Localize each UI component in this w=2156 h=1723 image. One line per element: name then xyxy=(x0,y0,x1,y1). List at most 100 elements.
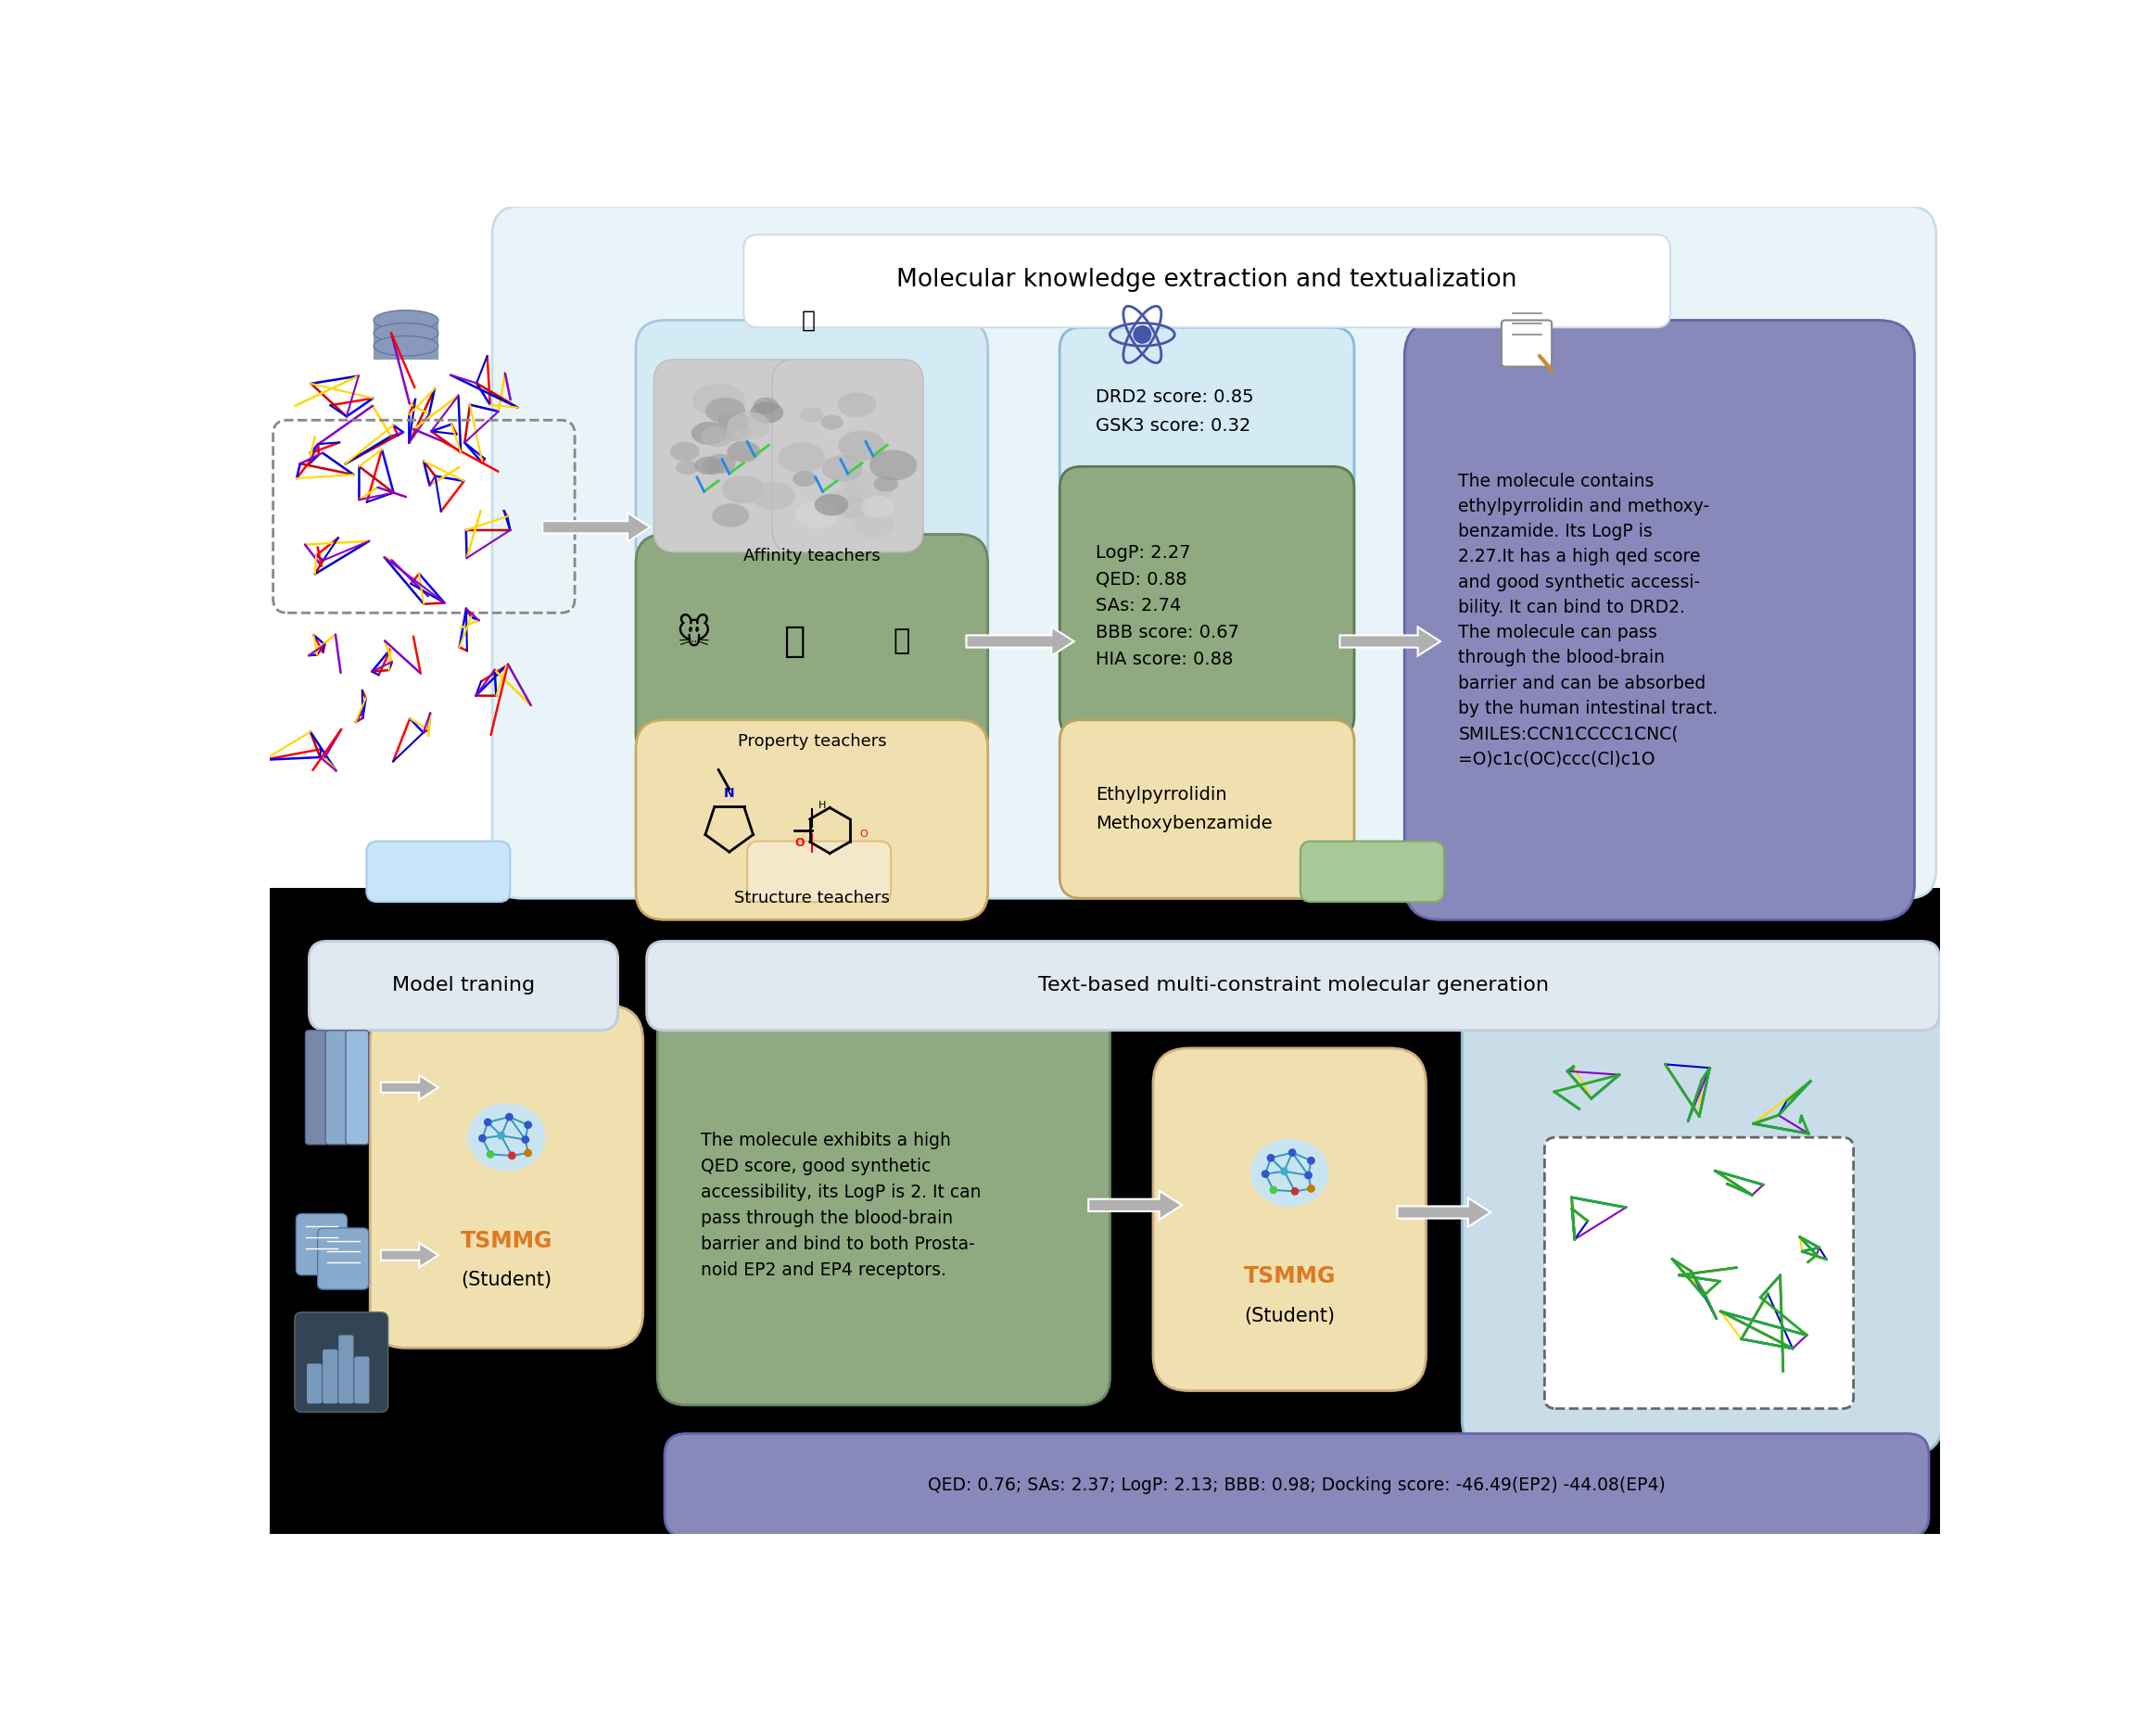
Ellipse shape xyxy=(727,412,770,439)
Text: O: O xyxy=(860,829,869,839)
Circle shape xyxy=(1261,1170,1270,1177)
Ellipse shape xyxy=(839,393,875,417)
Circle shape xyxy=(479,1135,485,1142)
Circle shape xyxy=(1289,1149,1296,1156)
Ellipse shape xyxy=(701,460,724,474)
FancyBboxPatch shape xyxy=(1300,841,1445,901)
FancyBboxPatch shape xyxy=(1462,991,1943,1454)
Circle shape xyxy=(507,1113,513,1120)
Text: 🐭: 🐭 xyxy=(675,619,711,651)
FancyBboxPatch shape xyxy=(748,841,890,901)
FancyBboxPatch shape xyxy=(295,1313,388,1413)
Ellipse shape xyxy=(860,496,895,517)
Ellipse shape xyxy=(796,501,839,529)
Ellipse shape xyxy=(834,498,869,519)
FancyBboxPatch shape xyxy=(1501,320,1552,367)
Circle shape xyxy=(487,1151,494,1158)
Ellipse shape xyxy=(815,495,849,515)
Text: TSMMG: TSMMG xyxy=(1244,1265,1335,1287)
FancyBboxPatch shape xyxy=(306,1030,328,1144)
FancyBboxPatch shape xyxy=(647,941,1940,1030)
Circle shape xyxy=(498,1132,505,1139)
Circle shape xyxy=(1134,326,1151,343)
FancyBboxPatch shape xyxy=(295,1213,347,1275)
FancyBboxPatch shape xyxy=(658,1005,1110,1404)
Text: TSMMG: TSMMG xyxy=(461,1230,552,1253)
FancyBboxPatch shape xyxy=(367,841,511,901)
FancyBboxPatch shape xyxy=(306,1363,321,1404)
Text: The molecule contains
ethylpyrrolidin and methoxy-
benzamide. Its LogP is
2.27.I: The molecule contains ethylpyrrolidin an… xyxy=(1457,472,1718,768)
Ellipse shape xyxy=(873,476,899,491)
Circle shape xyxy=(1309,1158,1315,1165)
FancyArrow shape xyxy=(1089,1191,1181,1220)
FancyBboxPatch shape xyxy=(1061,467,1354,737)
FancyBboxPatch shape xyxy=(326,1030,349,1144)
Text: DRD2 score: 0.85
GSK3 score: 0.32: DRD2 score: 0.85 GSK3 score: 0.32 xyxy=(1095,388,1255,434)
Text: Text-based multi-constraint molecular generation: Text-based multi-constraint molecular ge… xyxy=(1037,977,1548,994)
FancyBboxPatch shape xyxy=(772,360,923,551)
FancyArrow shape xyxy=(966,627,1074,656)
Circle shape xyxy=(1309,1185,1315,1192)
Text: Property teachers: Property teachers xyxy=(737,732,886,750)
FancyBboxPatch shape xyxy=(744,234,1671,327)
Ellipse shape xyxy=(869,450,916,481)
Ellipse shape xyxy=(711,503,748,527)
FancyBboxPatch shape xyxy=(636,720,987,920)
Ellipse shape xyxy=(1250,1139,1328,1206)
Circle shape xyxy=(509,1153,515,1160)
FancyBboxPatch shape xyxy=(636,534,987,763)
Ellipse shape xyxy=(852,512,895,538)
Ellipse shape xyxy=(834,488,862,505)
FancyArrow shape xyxy=(382,1075,438,1099)
Text: Structure teachers: Structure teachers xyxy=(733,891,890,906)
Ellipse shape xyxy=(373,310,438,331)
FancyBboxPatch shape xyxy=(308,941,619,1030)
Ellipse shape xyxy=(752,482,796,510)
FancyBboxPatch shape xyxy=(371,1005,642,1347)
Circle shape xyxy=(1268,1154,1274,1161)
Ellipse shape xyxy=(819,415,849,434)
Ellipse shape xyxy=(821,415,843,429)
Text: QED: 0.76; SAs: 2.37; LogP: 2.13; BBB: 0.98; Docking score: -46.49(EP2) -44.08(E: QED: 0.76; SAs: 2.37; LogP: 2.13; BBB: 0… xyxy=(927,1477,1667,1494)
Ellipse shape xyxy=(821,455,862,482)
FancyBboxPatch shape xyxy=(1061,327,1354,498)
Circle shape xyxy=(1270,1187,1276,1194)
Ellipse shape xyxy=(752,398,778,414)
FancyBboxPatch shape xyxy=(317,1228,369,1289)
Text: H: H xyxy=(819,801,826,810)
FancyBboxPatch shape xyxy=(1544,1137,1854,1409)
Text: 🐌: 🐌 xyxy=(893,627,910,655)
FancyArrow shape xyxy=(543,513,651,541)
Text: Affinity teachers: Affinity teachers xyxy=(744,548,880,563)
FancyBboxPatch shape xyxy=(1061,720,1354,898)
Circle shape xyxy=(522,1135,528,1142)
Text: (Student): (Student) xyxy=(1244,1306,1335,1325)
Ellipse shape xyxy=(373,336,438,357)
Ellipse shape xyxy=(750,401,783,424)
Ellipse shape xyxy=(468,1103,545,1172)
FancyArrow shape xyxy=(382,1242,438,1268)
Text: The molecule exhibits a high
QED score, good synthetic
accessibility, its LogP i: The molecule exhibits a high QED score, … xyxy=(701,1132,981,1278)
Text: Ethylpyrrolidin
Methoxybenzamide: Ethylpyrrolidin Methoxybenzamide xyxy=(1095,786,1272,832)
Text: N: N xyxy=(724,787,735,799)
FancyBboxPatch shape xyxy=(354,1356,369,1404)
FancyArrow shape xyxy=(1339,627,1440,656)
Ellipse shape xyxy=(843,472,895,503)
Circle shape xyxy=(485,1118,492,1125)
Circle shape xyxy=(1281,1168,1287,1175)
FancyBboxPatch shape xyxy=(323,1349,338,1404)
Ellipse shape xyxy=(793,470,817,486)
Ellipse shape xyxy=(718,420,750,441)
Ellipse shape xyxy=(718,412,748,431)
FancyBboxPatch shape xyxy=(664,1434,1930,1537)
Circle shape xyxy=(524,1122,533,1129)
Ellipse shape xyxy=(373,324,438,343)
Ellipse shape xyxy=(800,407,824,422)
Circle shape xyxy=(1304,1172,1311,1179)
FancyBboxPatch shape xyxy=(636,320,987,577)
Bar xyxy=(373,320,438,360)
FancyBboxPatch shape xyxy=(1404,320,1915,920)
Text: (Student): (Student) xyxy=(461,1272,552,1289)
Ellipse shape xyxy=(839,407,867,426)
Text: Molecular knowledge extraction and textualization: Molecular knowledge extraction and textu… xyxy=(897,269,1518,293)
